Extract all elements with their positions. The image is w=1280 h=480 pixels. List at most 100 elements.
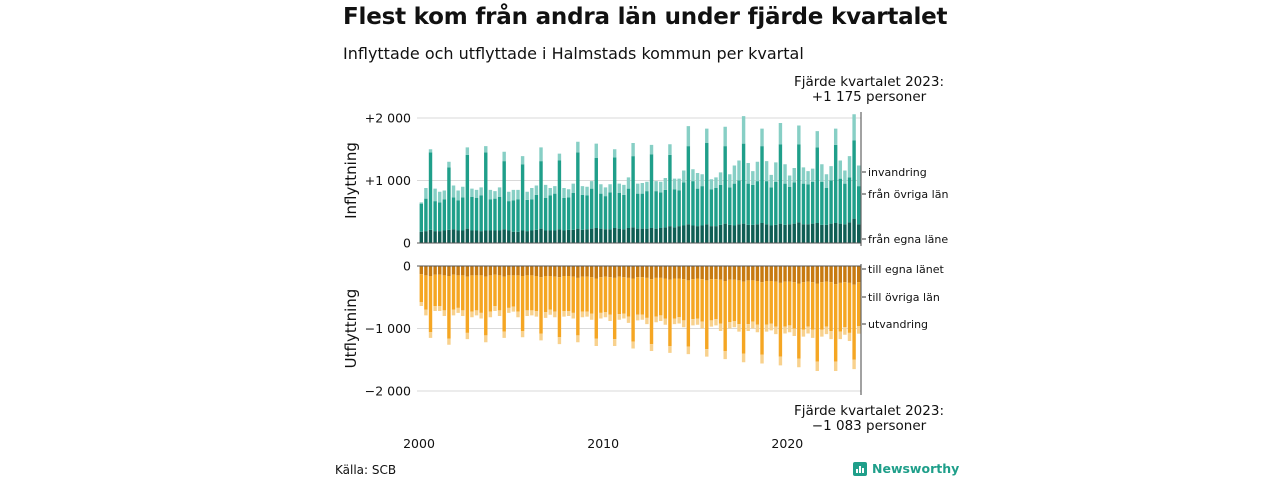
bar-inflyttning-0-15	[488, 230, 493, 243]
bar-utflyttning-1-50	[649, 279, 654, 345]
bar-utflyttning-2-54	[668, 346, 672, 353]
bar-utflyttning-1-60	[695, 278, 700, 319]
bar-inflyttning-2-34	[576, 141, 580, 153]
bar-inflyttning-0-81	[792, 223, 796, 244]
bar-utflyttning-2-2	[428, 332, 433, 338]
bar-inflyttning-0-21	[516, 231, 520, 243]
bar-inflyttning-2-4	[438, 191, 442, 203]
bar-inflyttning-2-51	[654, 181, 658, 192]
bar-inflyttning-0-35	[580, 229, 585, 244]
bar-utflyttning-0-71	[746, 266, 750, 281]
bar-utflyttning-1-23	[525, 275, 529, 311]
bar-inflyttning-1-40	[603, 196, 608, 230]
bar-inflyttning-2-25	[534, 185, 539, 195]
bar-inflyttning-1-3	[433, 201, 437, 232]
bar-inflyttning-2-86	[815, 131, 819, 148]
bar-inflyttning-1-70	[741, 143, 746, 224]
bar-inflyttning-2-22	[520, 156, 525, 165]
bar-utflyttning-2-24	[530, 310, 534, 316]
chart-title: Flest kom från andra län under fjärde kv…	[343, 4, 948, 30]
bar-utflyttning-0-53	[663, 266, 668, 279]
bar-inflyttning-1-80	[787, 186, 792, 225]
bar-inflyttning-1-82	[797, 144, 801, 223]
bar-inflyttning-0-93	[847, 222, 852, 244]
bar-utflyttning-0-13	[479, 266, 483, 276]
bar-inflyttning-1-0	[419, 203, 424, 232]
bar-inflyttning-2-11	[470, 188, 474, 197]
bar-utflyttning-0-36	[585, 266, 589, 277]
bar-inflyttning-0-60	[695, 226, 700, 244]
bar-inflyttning-2-14	[484, 146, 488, 153]
bar-inflyttning-0-23	[525, 231, 529, 244]
bar-utflyttning-2-3	[433, 306, 437, 311]
bar-inflyttning-1-4	[438, 202, 442, 232]
bar-utflyttning-2-29	[553, 311, 557, 318]
bar-utflyttning-2-0	[419, 302, 424, 306]
bar-utflyttning-2-37	[589, 313, 594, 320]
bar-inflyttning-0-0	[419, 231, 424, 243]
bar-inflyttning-2-82	[797, 125, 801, 145]
bar-inflyttning-1-77	[774, 181, 778, 225]
bar-utflyttning-1-81	[792, 282, 796, 329]
bar-utflyttning-2-76	[769, 323, 773, 331]
bar-utflyttning-1-72	[751, 280, 755, 322]
bar-inflyttning-0-32	[566, 229, 571, 244]
bar-utflyttning-1-42	[612, 277, 617, 340]
bar-inflyttning-2-41	[608, 184, 612, 193]
bar-inflyttning-2-54	[668, 144, 672, 155]
bar-inflyttning-2-0	[419, 202, 424, 204]
bar-inflyttning-1-50	[649, 154, 654, 228]
bar-utflyttning-1-17	[497, 275, 502, 311]
bar-utflyttning-0-90	[833, 266, 838, 285]
bar-inflyttning-0-16	[493, 230, 497, 243]
bar-inflyttning-1-12	[474, 198, 479, 231]
bar-utflyttning-0-88	[824, 266, 829, 282]
bar-utflyttning-1-19	[507, 275, 511, 308]
bar-inflyttning-0-85	[810, 223, 815, 244]
bar-inflyttning-0-43	[617, 228, 621, 244]
bar-inflyttning-1-30	[557, 160, 562, 230]
bar-utflyttning-1-77	[774, 281, 778, 327]
bar-utflyttning-0-79	[783, 266, 787, 282]
bar-utflyttning-1-86	[815, 283, 819, 362]
bar-inflyttning-2-49	[645, 181, 649, 192]
bar-utflyttning-2-74	[760, 354, 764, 364]
bar-inflyttning-2-2	[428, 149, 433, 153]
bar-inflyttning-0-57	[682, 225, 686, 243]
callout-utflyttning: Fjärde kvartalet 2023: −1 083 personer	[794, 404, 944, 434]
bar-utflyttning-2-84	[806, 326, 810, 334]
bar-inflyttning-2-13	[479, 187, 483, 196]
bar-utflyttning-2-68	[732, 321, 737, 328]
bar-utflyttning-0-62	[705, 266, 709, 281]
bar-utflyttning-2-14	[484, 335, 488, 343]
bar-inflyttning-2-7	[451, 185, 456, 198]
bar-inflyttning-2-90	[833, 128, 838, 145]
bar-inflyttning-1-29	[553, 193, 557, 231]
bar-inflyttning-0-70	[741, 223, 746, 244]
bar-utflyttning-1-38	[594, 278, 598, 339]
bar-utflyttning-2-36	[585, 311, 589, 317]
bar-utflyttning-1-11	[470, 275, 474, 312]
bar-utflyttning-1-66	[723, 281, 727, 351]
bar-utflyttning-2-46	[631, 341, 635, 349]
bar-inflyttning-2-70	[741, 116, 746, 144]
bar-inflyttning-0-56	[677, 226, 681, 244]
bar-inflyttning-1-9	[461, 197, 465, 231]
bar-utflyttning-0-26	[539, 266, 543, 278]
bar-inflyttning-0-10	[465, 228, 470, 244]
bar-utflyttning-0-69	[737, 266, 741, 281]
bar-utflyttning-1-90	[833, 284, 838, 362]
bar-inflyttning-1-6	[447, 167, 451, 230]
bar-inflyttning-0-33	[571, 229, 575, 244]
bar-inflyttning-1-36	[585, 195, 589, 230]
bar-inflyttning-0-14	[484, 230, 488, 243]
bar-inflyttning-1-33	[571, 193, 575, 230]
bar-utflyttning-1-64	[714, 279, 718, 320]
bar-inflyttning-0-72	[751, 224, 755, 244]
bar-inflyttning-1-7	[451, 197, 456, 230]
bar-inflyttning-1-38	[594, 158, 598, 228]
bar-utflyttning-1-61	[700, 279, 704, 322]
bar-inflyttning-1-65	[718, 184, 723, 225]
bar-inflyttning-1-23	[525, 199, 529, 232]
bar-inflyttning-0-19	[507, 230, 511, 243]
